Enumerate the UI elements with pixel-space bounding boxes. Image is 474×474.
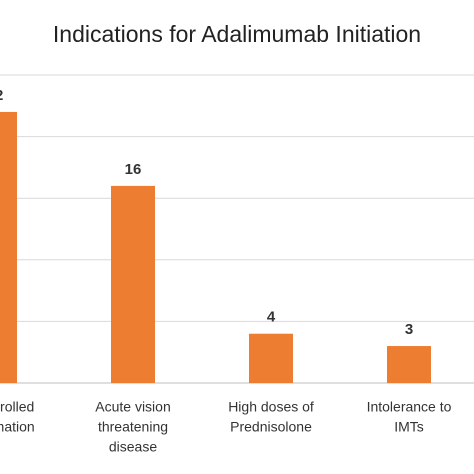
x-tick-label: Uncontrolled bbox=[0, 399, 34, 415]
bar bbox=[111, 185, 155, 383]
value-label: 4 bbox=[267, 309, 276, 326]
bar bbox=[387, 346, 431, 383]
x-tick-label: disease bbox=[109, 439, 157, 455]
value-label: 16 bbox=[125, 161, 142, 178]
x-tick-label: inflammation bbox=[0, 419, 35, 435]
x-tick-label: Prednisolone bbox=[230, 419, 312, 435]
x-tick-label: threatening bbox=[98, 419, 168, 435]
value-label: 22 bbox=[0, 87, 3, 104]
x-tick-label: Intolerance to bbox=[367, 399, 452, 415]
x-tick-label: IMTs bbox=[394, 419, 424, 435]
x-tick-label: High doses of bbox=[228, 399, 314, 415]
chart-title: Indications for Adalimumab Initiation bbox=[53, 21, 421, 47]
value-label: 3 bbox=[405, 321, 413, 338]
bar bbox=[0, 111, 17, 384]
x-tick-label: Acute vision bbox=[95, 399, 170, 415]
bar bbox=[249, 333, 293, 383]
